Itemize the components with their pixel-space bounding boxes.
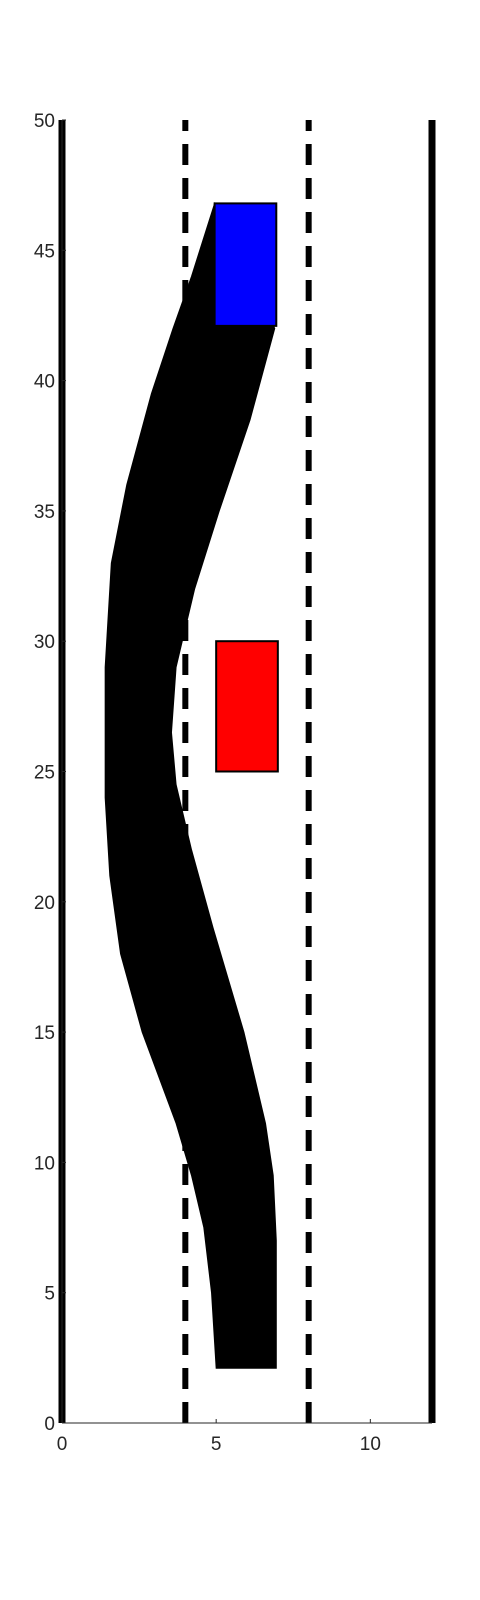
x-tick-label: 0 — [57, 1434, 68, 1455]
obstacle-vehicle — [215, 640, 279, 773]
y-tick-label: 15 — [34, 1023, 55, 1044]
y-tick-label: 25 — [34, 763, 55, 784]
x-tick-label: 5 — [211, 1434, 222, 1455]
y-tick-label: 5 — [44, 1284, 55, 1305]
swept-path — [104, 202, 277, 1369]
x-tick-label: 10 — [360, 1434, 381, 1455]
y-tick-label: 40 — [34, 372, 55, 393]
y-tick-label: 30 — [34, 632, 55, 653]
y-tick-label: 20 — [34, 893, 55, 914]
y-tick-label: 50 — [34, 111, 55, 132]
y-tick-label: 0 — [44, 1414, 55, 1435]
y-tick-label: 10 — [34, 1153, 55, 1174]
y-tick-label: 35 — [34, 502, 55, 523]
y-tick-label: 45 — [34, 241, 55, 262]
ego-vehicle — [213, 202, 278, 327]
